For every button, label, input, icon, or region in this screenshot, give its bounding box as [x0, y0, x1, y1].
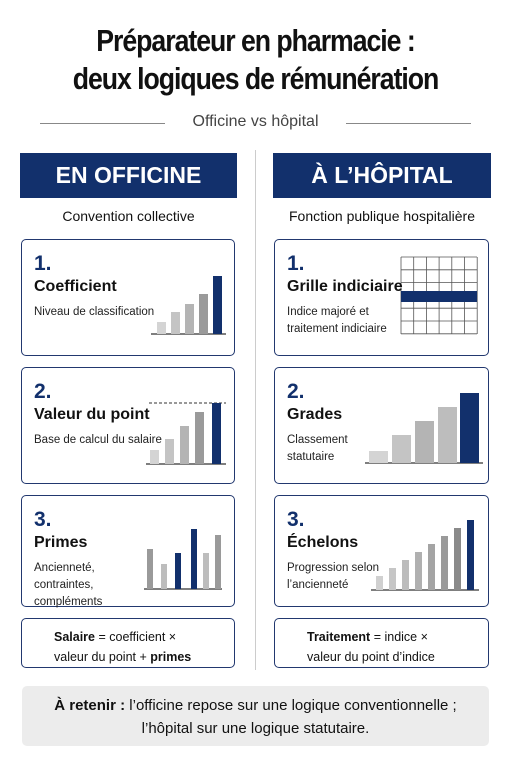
- description-line: contraintes,: [34, 579, 94, 591]
- summary-term: primes: [150, 650, 192, 664]
- icon-bar: [165, 439, 174, 464]
- rule: [346, 123, 471, 124]
- summary-text: = indice ×: [373, 630, 428, 644]
- icon-bar: [150, 450, 159, 464]
- icon-bar: [199, 294, 208, 334]
- description-line: compléments: [34, 596, 103, 608]
- description-line: Ancienneté,: [34, 562, 95, 574]
- description-line: Niveau de classification: [34, 306, 155, 318]
- icon-bar: [428, 544, 435, 590]
- column-subheading: Convention collective: [62, 208, 195, 224]
- card-title: Valeur du point: [34, 406, 150, 423]
- card-description: Niveau de classification: [34, 304, 154, 321]
- description-line: traitement indiciaire: [287, 323, 387, 335]
- icon-bar: [203, 553, 209, 589]
- subtitle: Officine vs hôpital: [192, 113, 319, 130]
- summary-text: valeur du point +: [54, 650, 147, 664]
- card-icon: [144, 529, 222, 590]
- summary-term: Traitement: [307, 630, 371, 644]
- card: 3. Primes Ancienneté, contraintes, complémen…: [21, 495, 235, 608]
- card-icon: [365, 393, 483, 464]
- card: 2. Grades Classement statutaire: [274, 367, 489, 484]
- card-title: Échelons: [287, 534, 359, 551]
- card-number: 1.: [287, 252, 305, 275]
- footer-text: l’hôpital sur une logique statutaire.: [141, 720, 370, 737]
- description-line: l’ancienneté: [287, 579, 349, 591]
- icon-bar: [175, 553, 181, 589]
- icon-bar: [195, 412, 204, 464]
- icon-bar: [171, 312, 180, 334]
- card-icon: [371, 520, 479, 591]
- card-title: Coefficient: [34, 278, 117, 295]
- icon-bar: [185, 304, 194, 334]
- icon-bar: [467, 520, 474, 590]
- card-description: Indice majoré et traitement indiciaire: [287, 304, 387, 338]
- icon-bar: [191, 529, 197, 589]
- icon-bar: [438, 407, 457, 463]
- description-line: Progression selon: [287, 562, 380, 574]
- column-subheading: Fonction publique hospitalière: [288, 208, 475, 224]
- icon-bar: [415, 421, 434, 463]
- icon-bar: [213, 276, 222, 334]
- summary: Salaire = coefficient × valeur du point …: [21, 618, 235, 668]
- icon-bar: [180, 426, 189, 464]
- card-number: 2.: [34, 380, 52, 403]
- card-number: 2.: [287, 380, 305, 403]
- card-number: 3.: [34, 508, 52, 531]
- card: 1. Grille indiciaire Indice majoré et trait…: [274, 239, 489, 356]
- summary: Traitement = indice × valeur du point d’…: [274, 618, 489, 668]
- icon-bar: [215, 535, 221, 589]
- card: 1. Coefficient Niveau de classification: [21, 239, 235, 356]
- card-title: Primes: [34, 534, 88, 551]
- icon-bar: [454, 528, 461, 590]
- icon-bar: [402, 560, 409, 590]
- description-line: statutaire: [287, 451, 335, 463]
- card: 3. Échelons Progression selon l’ancienneté: [274, 495, 489, 607]
- footer: À retenir : l’officine repose sur une lo…: [22, 686, 489, 746]
- description-line: Base de calcul du salaire: [34, 434, 162, 446]
- icon-bar: [376, 576, 383, 590]
- icon-bar: [389, 568, 396, 590]
- icon-bar: [212, 403, 221, 464]
- card-title: Grades: [287, 406, 343, 423]
- footer-text: l’officine repose sur une logique conven…: [129, 697, 457, 714]
- summary-text: = coefficient ×: [98, 630, 177, 644]
- card-icon: [146, 402, 226, 465]
- title-line: deux logiques de rémunération: [72, 61, 440, 96]
- icon-bar: [415, 552, 422, 590]
- card-number: 1.: [34, 252, 52, 275]
- icon-highlight: [401, 291, 477, 302]
- column-heading: À L’HÔPITAL: [273, 153, 491, 198]
- card-icon: [400, 256, 478, 335]
- summary-term: Salaire: [54, 630, 96, 644]
- column-heading: EN OFFICINE: [20, 153, 237, 198]
- card-title: Grille indiciaire: [287, 278, 403, 295]
- card-description: Base de calcul du salaire: [34, 432, 162, 449]
- card-description: Classement statutaire: [287, 432, 348, 466]
- card: 2. Valeur du point Base de calcul du salai…: [21, 367, 235, 484]
- title-line: Préparateur en pharmacie :: [96, 23, 415, 58]
- icon-bar: [369, 451, 388, 463]
- icon-bar: [460, 393, 479, 463]
- icon-bar: [147, 549, 153, 589]
- card-description: Progression selon l’ancienneté: [287, 560, 379, 594]
- icon-bar: [441, 536, 448, 590]
- card-description: Ancienneté, contraintes, compléments: [34, 560, 102, 611]
- icon-bar: [392, 435, 411, 463]
- divider: [255, 150, 256, 670]
- icon-bar: [161, 564, 167, 589]
- description-line: Indice majoré et: [287, 306, 369, 318]
- description-line: Classement: [287, 434, 348, 446]
- card-number: 3.: [287, 508, 305, 531]
- footer-label: À retenir :: [54, 697, 126, 714]
- summary-text: valeur du point d’indice: [307, 650, 435, 664]
- rule: [40, 123, 165, 124]
- card-icon: [151, 276, 226, 335]
- icon-bar: [157, 322, 166, 334]
